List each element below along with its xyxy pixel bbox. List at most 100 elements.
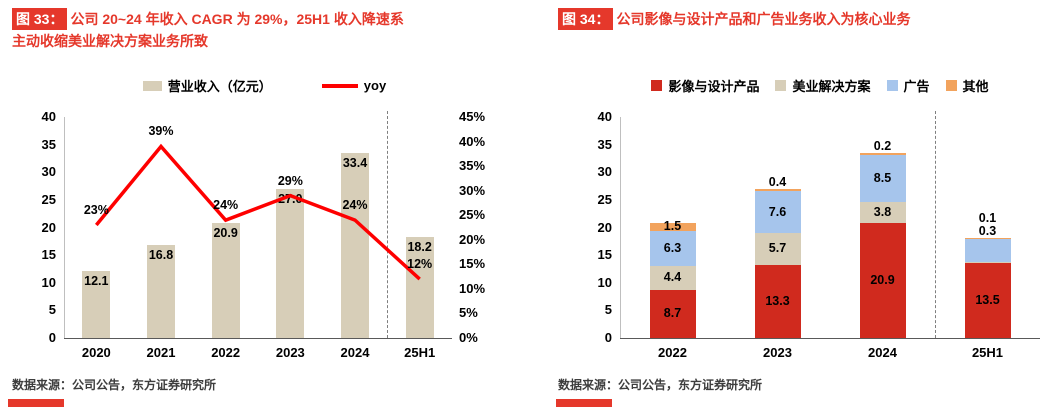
y-axis-tick-label: 0	[604, 330, 612, 345]
segment-value-label: 5.7	[768, 241, 787, 256]
y-axis-tick-label: 30	[41, 164, 56, 180]
bar-value-label: 12.1	[84, 274, 109, 289]
x-axis-line	[620, 338, 1040, 339]
bar-value-label: 20.9	[213, 225, 238, 240]
y-axis-tick-label: 10	[41, 274, 56, 290]
y2-axis-tick-label: 45%	[459, 109, 486, 124]
bar-value-label: 18.2	[407, 240, 432, 255]
yoy-value-label: 23%	[83, 203, 109, 218]
y-axis-tick-label: 5	[48, 302, 56, 318]
forecast-separator-line	[387, 111, 389, 338]
figure-33-panel: 图 33： 公司 20~24 年收入 CAGR 为 29%，25H1 收入降速系 …	[0, 0, 530, 407]
revenue-yoy-chart: 营业收入（亿元） yoy 0 5 10 15 20 25 30 35 40 0% 5% 10% 15% 20%…	[12, 62, 517, 362]
next-figure-chip-cropped-left	[8, 399, 64, 407]
y-axis-tick-label: 0	[48, 330, 56, 345]
legend-item: 美业解决方案	[775, 76, 871, 95]
y-axis-tick-label: 25	[41, 191, 56, 207]
y2-axis-tick-label: 40%	[459, 133, 486, 149]
chart-legend: 影像与设计产品 美业解决方案 广告 其他	[580, 76, 1060, 95]
segment-value-label: 8.5	[873, 170, 892, 185]
x-axis-category-label: 2023	[275, 345, 305, 360]
legend-label: 其他	[962, 79, 989, 94]
segment-value-label-outside: 0.4	[768, 174, 787, 189]
yoy-value-label: 24%	[213, 198, 239, 213]
y2-axis-tick-label: 25%	[459, 207, 486, 223]
stacked-segment	[754, 188, 801, 192]
revenue-bar	[82, 271, 111, 338]
legend-item: 营业收入（亿元）	[142, 76, 272, 95]
segment-value-label-outside: 0.2	[873, 139, 892, 154]
figure-33-caption: 图 33： 公司 20~24 年收入 CAGR 为 29%，25H1 收入降速系 …	[12, 8, 517, 52]
stacked-segment	[859, 222, 906, 338]
chart-legend: 营业收入（亿元） yoy	[12, 76, 517, 95]
bar-value-label: 33.4	[342, 156, 368, 171]
legend-item: 影像与设计产品	[651, 76, 759, 95]
segment-value-label: 7.6	[768, 204, 787, 219]
stacked-segment	[859, 153, 906, 155]
x-axis-category-label: 2022	[211, 345, 241, 360]
segment-value-label: 13.3	[765, 293, 790, 308]
forecast-separator-line	[935, 111, 936, 338]
stacked-segment	[859, 201, 906, 223]
y2-axis-tick-label: 5%	[459, 305, 478, 321]
x-axis-category-label: 2024	[868, 345, 897, 360]
figure-34-caption: 图 34： 公司影像与设计产品和广告业务收入为核心业务	[558, 8, 1053, 30]
stacked-segment	[649, 222, 696, 231]
y-axis-tick-label: 20	[41, 219, 56, 235]
revenue-bar	[341, 153, 369, 338]
revenue-bar	[276, 188, 305, 338]
yoy-value-label: 39%	[148, 124, 174, 139]
y-axis-tick-label: 15	[597, 247, 612, 263]
figure-33-number-chip: 图 33：	[12, 8, 68, 30]
stack-legend-marker	[775, 80, 787, 91]
bar-legend-marker	[142, 80, 162, 91]
y-axis-line	[64, 117, 65, 338]
stacked-segment	[649, 289, 696, 338]
figure-33-title-line1: 公司 20~24 年收入 CAGR 为 29%，25H1 收入降速系	[70, 11, 404, 27]
stack-legend-marker	[651, 80, 663, 91]
x-axis-category-label: 2023	[763, 345, 792, 360]
x-axis-category-label: 2022	[658, 345, 687, 360]
next-figure-chip-cropped-right	[556, 399, 612, 407]
stacked-segment	[964, 238, 1011, 262]
segment-value-label: 8.7	[663, 306, 682, 321]
legend-label: yoy	[363, 78, 387, 93]
x-axis-category-label: 25H1	[971, 345, 1004, 360]
legend-item: yoy	[321, 78, 387, 93]
y2-axis-tick-label: 0%	[459, 330, 478, 345]
y2-axis-tick-label: 35%	[459, 158, 486, 174]
y-axis-tick-label: 5	[604, 302, 612, 318]
x-axis-line	[64, 338, 452, 339]
stacked-segment	[754, 191, 801, 234]
yoy-value-label: 12%	[407, 257, 433, 272]
stacked-segment	[649, 230, 696, 266]
legend-item: 其他	[945, 76, 989, 95]
y2-axis-tick-label: 30%	[459, 182, 486, 198]
figure-33-title-line2: 主动收缩美业解决方案业务所致	[12, 33, 208, 49]
bar-value-label: 27.0	[278, 191, 303, 206]
y2-axis-tick-label: 10%	[459, 280, 486, 296]
y-axis-tick-label: 10	[597, 274, 612, 290]
yoy-value-label: 29%	[277, 173, 303, 188]
line-legend-marker	[321, 83, 358, 88]
stacked-segment	[964, 261, 1011, 264]
x-axis-category-label: 2020	[81, 345, 111, 360]
y2-axis-tick-label: 20%	[459, 231, 486, 247]
segment-value-label: 6.3	[663, 240, 682, 255]
segment-value-label-outside: 0.3	[978, 223, 997, 238]
stack-legend-marker	[886, 80, 898, 91]
legend-label: 影像与设计产品	[668, 79, 760, 94]
segment-value-label: 3.8	[873, 204, 892, 219]
stacked-segment	[964, 237, 1011, 239]
y-axis-tick-label: 15	[41, 247, 56, 263]
y-axis-tick-label: 30	[597, 164, 612, 180]
stacked-segment	[754, 233, 801, 265]
legend-label: 营业收入（亿元）	[167, 79, 272, 94]
figure-34-number-chip: 图 34：	[558, 8, 614, 30]
stacked-segment	[964, 263, 1011, 338]
figure-33-source: 数据来源：公司公告，东方证券研究所	[12, 378, 217, 392]
segment-revenue-chart: 影像与设计产品 美业解决方案 广告 其他 0 5 10 15 20 25 30 35 40 2022 8.7…	[580, 62, 1060, 362]
y-axis-tick-label: 40	[597, 109, 612, 124]
figure-34-panel: 图 34： 公司影像与设计产品和广告业务收入为核心业务 影像与设计产品 美业解决方案…	[530, 0, 1061, 407]
y-axis-tick-label: 40	[41, 109, 56, 124]
